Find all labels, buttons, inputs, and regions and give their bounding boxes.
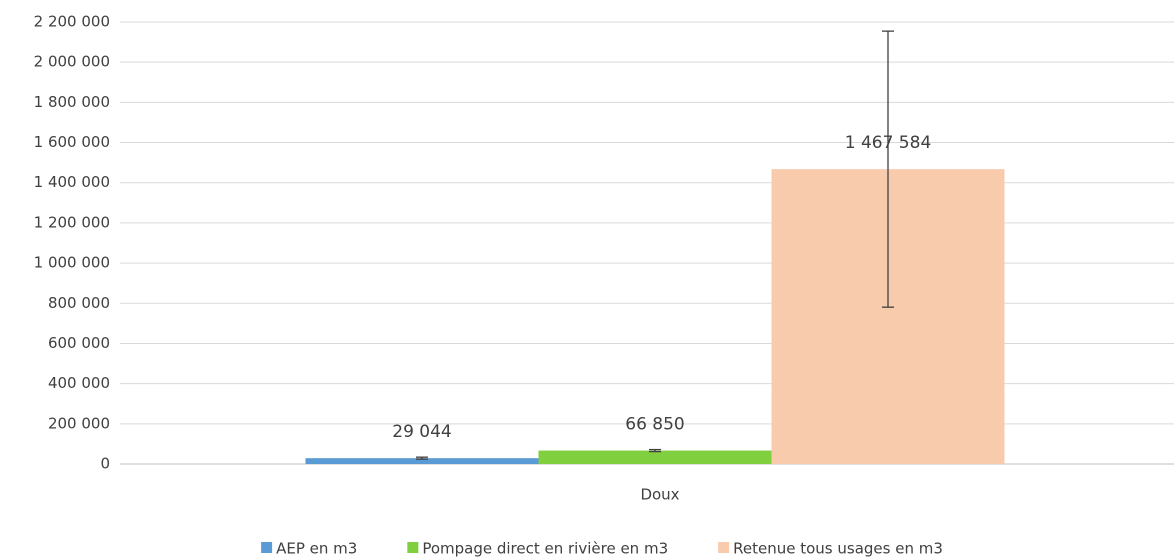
legend-swatch <box>261 542 273 553</box>
y-tick-label: 1 800 000 <box>34 93 110 111</box>
legend-label: Pompage direct en rivière en m3 <box>422 540 668 558</box>
y-tick-label: 1 200 000 <box>34 213 110 231</box>
y-tick-label: 200 000 <box>48 414 110 432</box>
x-tick-label: Doux <box>640 486 679 504</box>
bar <box>538 450 772 464</box>
legend-swatch <box>718 542 730 553</box>
legend-label: Retenue tous usages en m3 <box>733 540 943 558</box>
y-tick-label: 2 000 000 <box>34 53 110 71</box>
y-tick-label: 1 000 000 <box>34 254 110 272</box>
value-label: 1 467 584 <box>845 133 932 153</box>
y-tick-label: 1 600 000 <box>34 133 110 151</box>
y-tick-label: 0 <box>100 455 110 473</box>
bar <box>305 458 539 464</box>
value-label: 66 850 <box>625 415 684 435</box>
y-tick-label: 2 200 000 <box>34 13 110 31</box>
legend-label: AEP en m3 <box>276 540 357 558</box>
y-tick-label: 600 000 <box>48 334 110 352</box>
legend-swatch <box>407 542 419 553</box>
value-label: 29 044 <box>392 422 451 442</box>
y-tick-label: 1 400 000 <box>34 173 110 191</box>
y-tick-label: 800 000 <box>48 294 110 312</box>
y-tick-label: 400 000 <box>48 374 110 392</box>
